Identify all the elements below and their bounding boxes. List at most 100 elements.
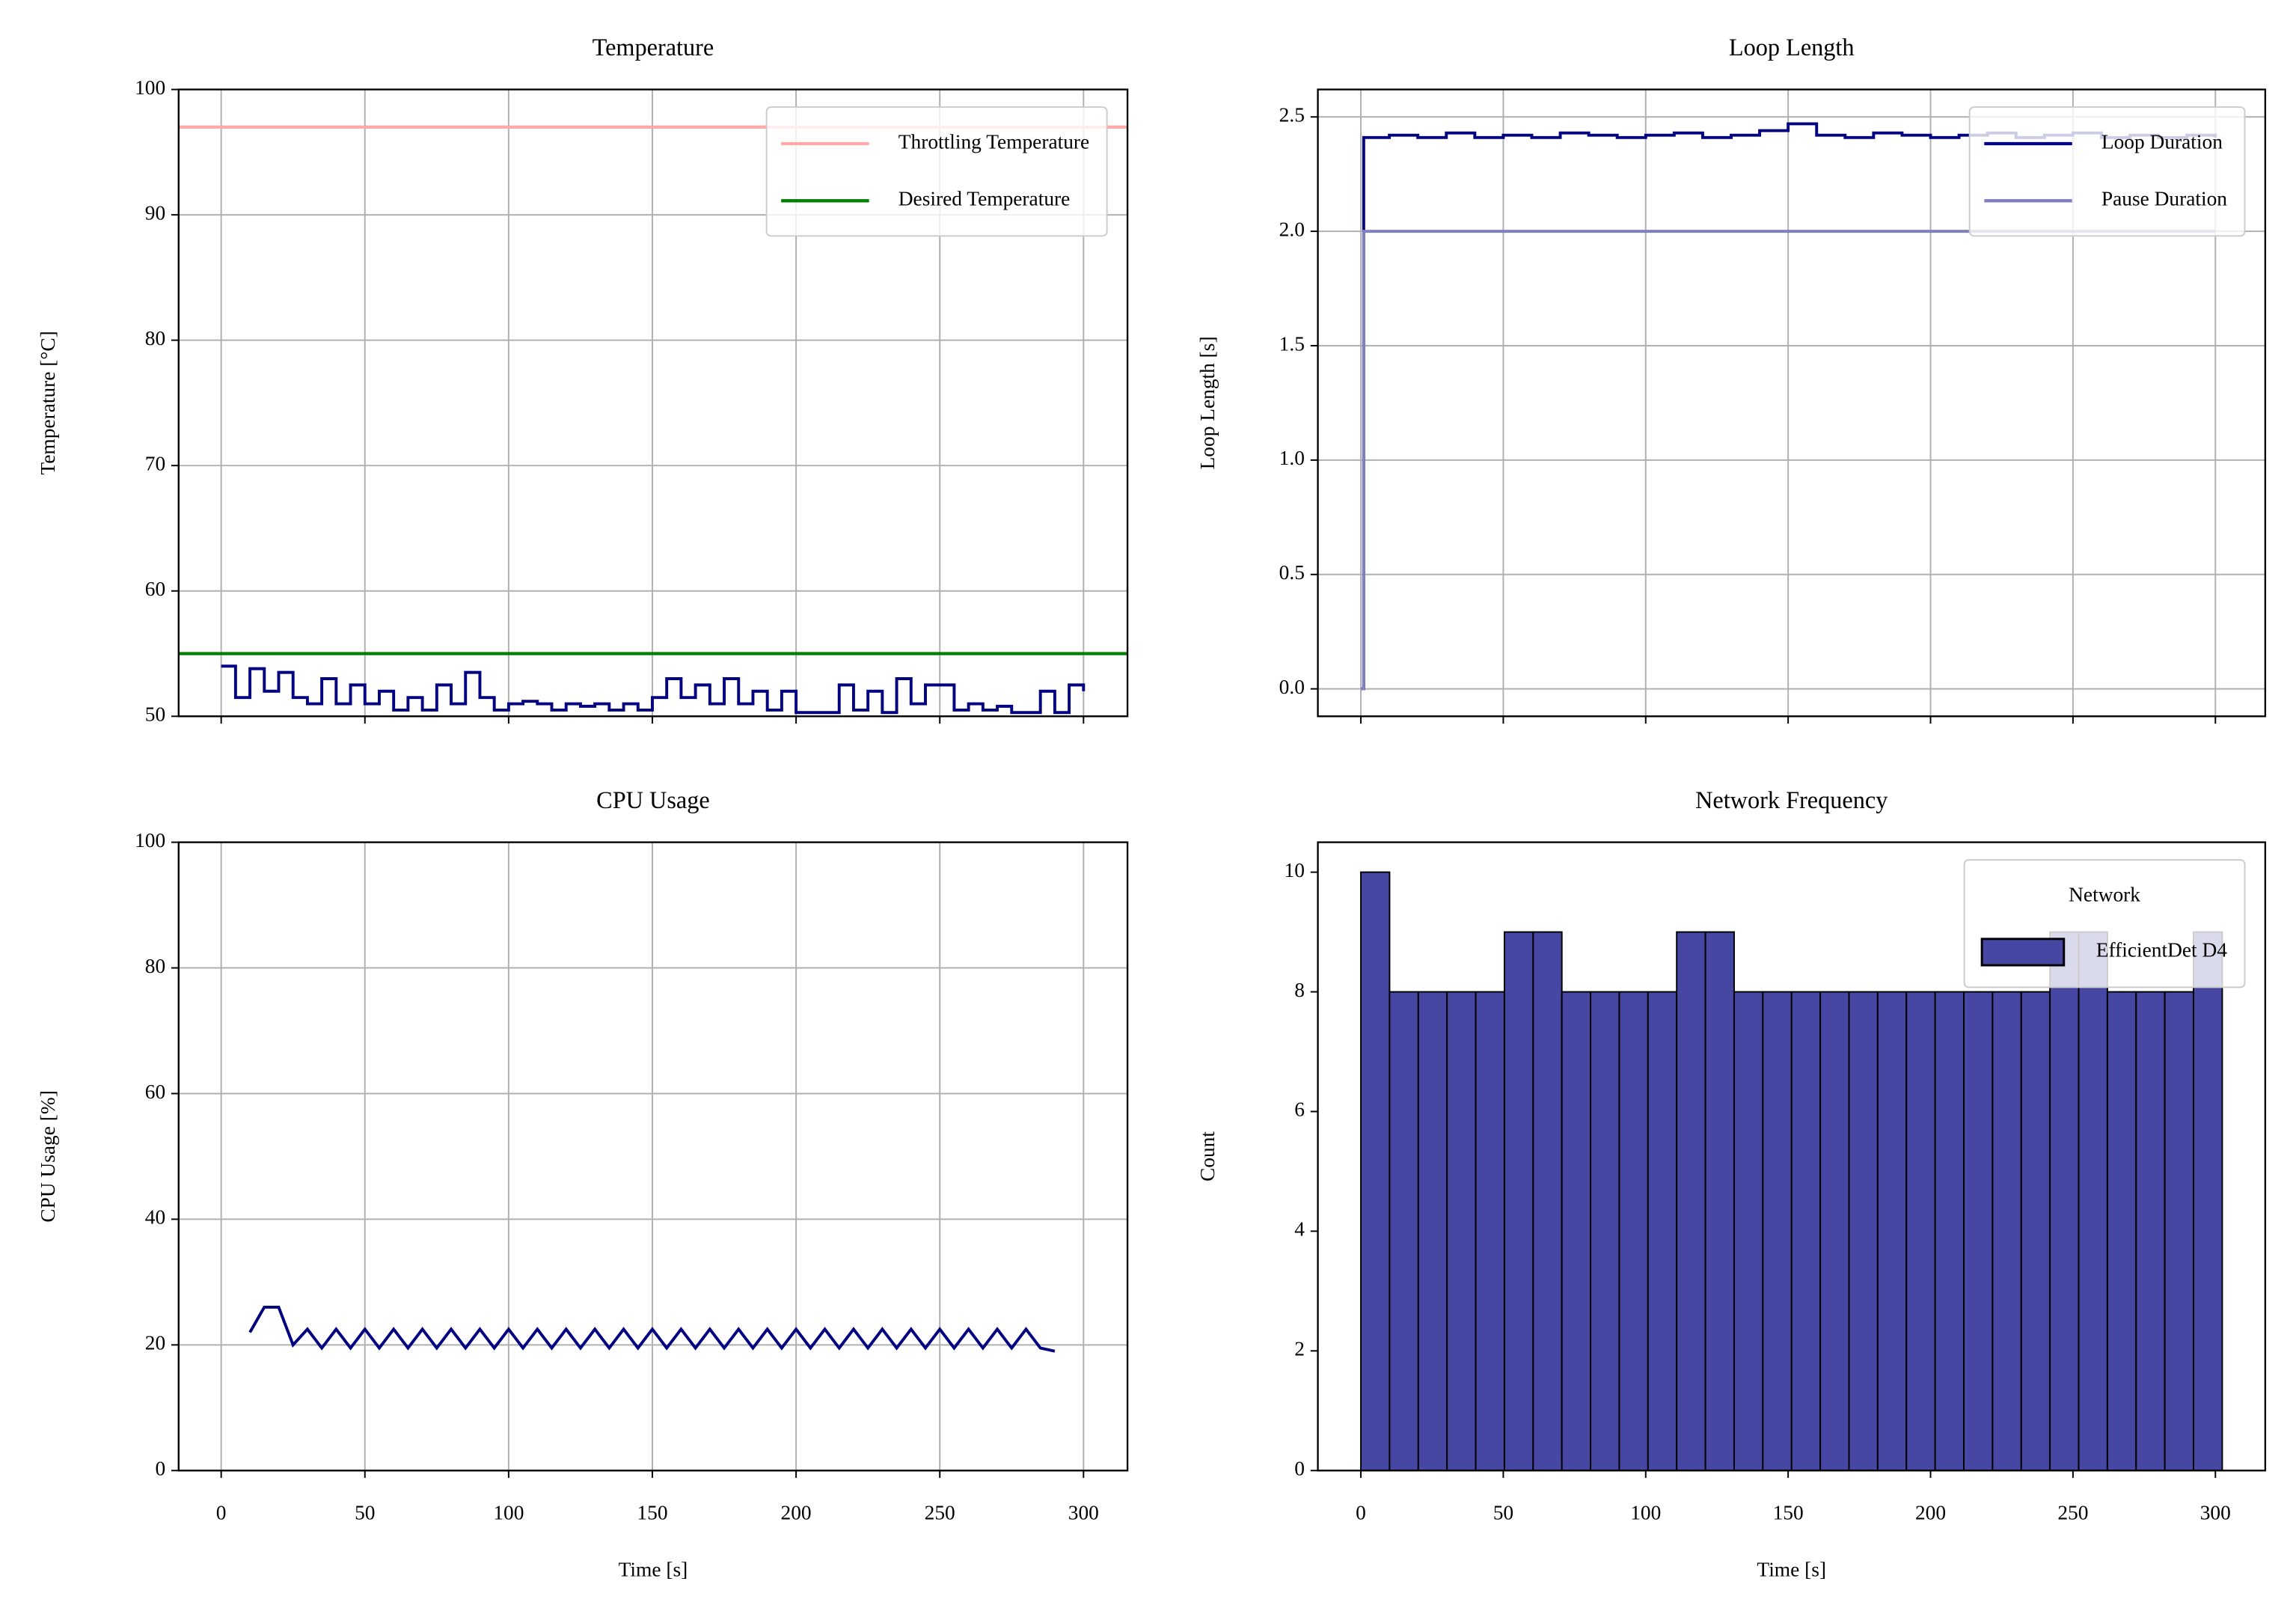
x-tick-label: 100 [493, 1501, 524, 1523]
y-tick-label: 6 [1294, 1098, 1305, 1121]
histogram-bar [1963, 991, 1994, 1471]
y-tick-label: 80 [145, 955, 165, 977]
legend-title: Network [2069, 883, 2140, 905]
subplot: 0 50 100 150 200 250 300 0 20 40 60 80 100 CPU Usage T… [37, 786, 1129, 1581]
histogram-bar [1475, 991, 1505, 1471]
histogram-bar [1360, 871, 1391, 1471]
axes-frame [1317, 88, 2267, 718]
x-tick-label: 200 [1915, 1501, 1946, 1523]
histogram-bar [1503, 931, 1534, 1471]
histogram-bar [1532, 931, 1563, 1471]
histogram-bar [2164, 991, 2195, 1471]
y-tick-label: 8 [1294, 979, 1305, 1001]
y-axis-label: Loop Length [s] [1196, 336, 1219, 469]
x-tick-label: 150 [1773, 1501, 1804, 1523]
histogram-bar [1590, 991, 1620, 1471]
y-tick-label: 40 [145, 1206, 165, 1229]
histogram-bar [2106, 991, 2137, 1471]
y-tick-label: 0 [1294, 1458, 1305, 1480]
histogram-bar [2020, 991, 2051, 1471]
histogram-bar [1704, 931, 1735, 1471]
y-tick-label: 1.0 [1279, 447, 1305, 469]
histogram-bar [1561, 991, 1592, 1471]
legend: Loop Duration Pause Duration [1968, 106, 2246, 237]
x-tick-label: 250 [2057, 1501, 2088, 1523]
y-tick-label: 70 [145, 452, 165, 474]
histogram-bar [1992, 991, 2022, 1471]
x-tick-label: 250 [925, 1501, 955, 1523]
legend-box [1968, 106, 2246, 237]
y-tick-label: 90 [145, 201, 165, 224]
y-axis-label: Temperature [°C] [37, 331, 59, 474]
legend-label: Loop Duration [2101, 130, 2223, 153]
subplot-title: Network Frequency [1695, 786, 1888, 813]
legend-label: Desired Temperature [898, 188, 1071, 210]
x-tick-label: 50 [355, 1501, 375, 1523]
x-tick-label: 150 [637, 1501, 667, 1523]
y-tick-label: 1.5 [1279, 332, 1305, 355]
y-axis-label: Count [1196, 1131, 1219, 1182]
histogram-bar [1676, 931, 1706, 1471]
axes-frame [1317, 841, 2267, 1472]
x-tick-label: 300 [1068, 1501, 1099, 1523]
legend-label: EfficientDet D4 [2096, 939, 2227, 962]
histogram-bar [1762, 991, 1793, 1471]
histogram-bar [1733, 991, 1764, 1471]
histogram-bar [1905, 991, 1936, 1471]
subplot-title: Temperature [593, 34, 714, 61]
y-tick-label: 10 [1285, 859, 1305, 881]
histogram-bar [2049, 931, 2080, 1471]
x-tick-label: 0 [216, 1501, 227, 1523]
legend-swatch [1980, 938, 2066, 967]
histogram-bar [1790, 991, 1822, 1471]
subplot: 0.0 0.5 1.0 1.5 2.0 2.5 Loop Length Loop Length… [1196, 34, 2267, 724]
y-axis-label: CPU Usage [%] [37, 1090, 59, 1223]
histogram-bar [1876, 991, 1908, 1471]
x-axis-label: Time [s] [1757, 1559, 1826, 1581]
y-tick-label: 20 [145, 1332, 165, 1354]
y-tick-label: 50 [145, 703, 165, 726]
x-tick-label: 300 [2200, 1501, 2231, 1523]
histogram-bar [1446, 991, 1477, 1471]
y-tick-label: 0 [155, 1458, 165, 1480]
x-tick-label: 0 [1356, 1501, 1366, 1523]
y-tick-label: 100 [135, 829, 165, 852]
subplot-title: Loop Length [1729, 34, 1855, 61]
histogram-bar [1417, 991, 1448, 1471]
legend-label: Throttling Temperature [898, 130, 1089, 153]
histogram-bar [1934, 991, 1965, 1471]
axes-frame [177, 841, 1129, 1472]
legend-label: Pause Duration [2101, 188, 2227, 210]
histogram-bar [1848, 991, 1879, 1471]
data-line [248, 1306, 1056, 1353]
y-tick-label: 60 [145, 578, 165, 600]
plot-area [248, 1306, 1056, 1353]
axes-frame [177, 88, 1129, 718]
subplot-title: CPU Usage [596, 786, 710, 813]
histogram-bar [2193, 931, 2223, 1471]
y-tick-label: 2.5 [1279, 104, 1305, 126]
legend-box [765, 106, 1108, 237]
histogram-bar [1618, 991, 1649, 1471]
x-axis-label: Time [s] [619, 1559, 688, 1581]
histogram-bar [2078, 931, 2108, 1471]
y-tick-label: 0.0 [1279, 676, 1305, 698]
y-tick-label: 80 [145, 327, 165, 349]
y-tick-label: 100 [135, 76, 165, 99]
subplot: 0 50 100 150 200 250 300 0 2 4 6 8 10 Network Frequen… [1196, 786, 2267, 1581]
subplot: 50 60 70 80 90 100 Temperature Temperature [°C]… [37, 34, 1129, 726]
x-tick-label: 50 [1493, 1501, 1513, 1523]
y-tick-label: 4 [1294, 1218, 1305, 1241]
x-tick-label: 100 [1630, 1501, 1661, 1523]
y-tick-label: 2 [1294, 1338, 1305, 1360]
legend-box [1963, 859, 2246, 988]
y-tick-label: 60 [145, 1081, 165, 1103]
histogram-bar [1389, 991, 1419, 1471]
histogram-bar [1819, 991, 1850, 1471]
plot-area [1360, 871, 2223, 1471]
legend: Network EfficientDet D4 [1963, 859, 2246, 988]
histogram-bar [1647, 991, 1678, 1471]
x-tick-label: 200 [781, 1501, 812, 1523]
histogram-bar [2135, 991, 2166, 1471]
